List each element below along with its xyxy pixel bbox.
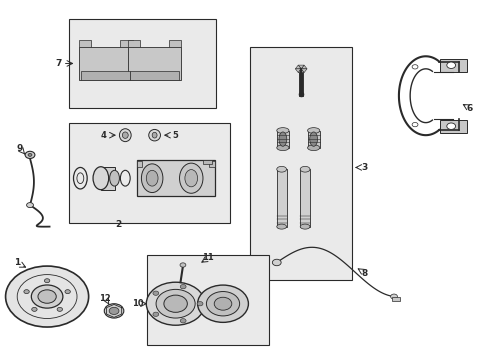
Bar [250,47,352,280]
Circle shape [38,290,56,303]
Text: 10: 10 [132,299,144,308]
Bar [277,131,289,148]
Text: 2: 2 [115,220,121,229]
Text: 12: 12 [99,294,111,303]
Circle shape [272,259,281,266]
Circle shape [153,291,159,295]
Bar [101,167,115,190]
Ellipse shape [310,132,318,146]
Ellipse shape [147,170,158,186]
Text: 3: 3 [362,163,368,172]
Circle shape [180,284,186,289]
Circle shape [32,307,37,311]
Text: 7: 7 [55,59,62,68]
Circle shape [109,307,119,315]
Ellipse shape [277,166,287,172]
Bar [137,160,215,196]
Circle shape [25,151,35,158]
Circle shape [57,307,63,311]
Circle shape [180,263,186,267]
Polygon shape [295,65,301,69]
Bar [69,123,230,223]
Text: 1: 1 [14,258,20,267]
Bar [209,161,215,167]
Circle shape [28,153,32,156]
Bar [203,159,212,164]
Polygon shape [295,69,301,73]
Circle shape [197,302,203,306]
Circle shape [447,123,456,130]
Text: 8: 8 [362,269,368,278]
Bar [300,169,310,226]
Circle shape [180,319,186,323]
Ellipse shape [277,145,289,150]
Circle shape [164,295,187,312]
Bar [137,161,143,167]
Ellipse shape [308,145,320,150]
Ellipse shape [277,128,289,134]
Ellipse shape [93,167,109,190]
Circle shape [31,285,63,308]
Circle shape [45,279,50,283]
Ellipse shape [149,130,160,141]
Ellipse shape [152,132,157,138]
Polygon shape [79,47,133,80]
Polygon shape [169,40,181,47]
Ellipse shape [300,224,310,229]
Text: 6: 6 [466,104,473,113]
Circle shape [206,292,240,316]
Text: 4: 4 [100,131,106,140]
Circle shape [214,297,232,310]
Polygon shape [81,71,130,80]
Polygon shape [301,65,307,69]
Circle shape [147,282,205,325]
Circle shape [412,122,418,127]
Polygon shape [79,40,91,47]
Polygon shape [298,69,304,73]
Bar [441,120,467,133]
Polygon shape [121,40,133,47]
Circle shape [24,290,29,294]
Ellipse shape [122,132,128,138]
Ellipse shape [110,170,120,186]
Circle shape [156,289,195,318]
Bar [308,131,320,148]
Bar [147,255,270,345]
Circle shape [65,290,71,294]
Circle shape [26,203,33,208]
Circle shape [391,294,397,299]
Polygon shape [128,47,181,80]
Bar [392,297,400,301]
Ellipse shape [300,166,310,172]
Text: 5: 5 [172,131,178,140]
Polygon shape [301,69,307,73]
Text: 9: 9 [16,144,23,153]
Polygon shape [298,65,304,69]
Ellipse shape [179,163,203,193]
Circle shape [412,65,418,69]
Text: 11: 11 [202,253,214,262]
Circle shape [153,312,159,316]
Ellipse shape [142,164,163,193]
Ellipse shape [308,128,320,134]
Circle shape [447,62,456,68]
Bar [441,59,467,72]
Bar [277,169,287,226]
Ellipse shape [120,129,131,141]
Ellipse shape [279,132,287,146]
Bar [69,19,216,108]
Ellipse shape [277,224,287,229]
Circle shape [5,266,89,327]
Polygon shape [128,40,140,47]
Circle shape [197,285,248,322]
Polygon shape [130,71,179,80]
Circle shape [104,304,124,318]
Ellipse shape [185,170,197,187]
